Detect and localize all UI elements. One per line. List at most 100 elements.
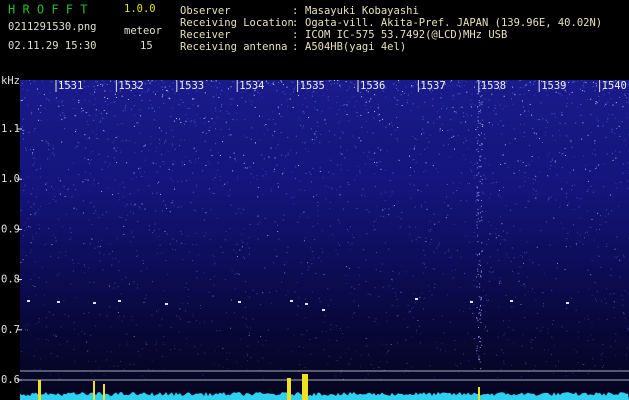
noise-dot [602, 89, 604, 91]
noise-dot [258, 187, 260, 189]
noise-dot [405, 271, 407, 273]
noise-dot [24, 97, 26, 99]
noise-dot [304, 142, 306, 144]
noise-dot [443, 144, 445, 146]
noise-dot [196, 320, 197, 321]
noise-dot [524, 181, 526, 183]
noise-dot [341, 369, 343, 371]
noise-dot [324, 315, 326, 316]
noise-dot [222, 347, 224, 349]
noise-dot [533, 368, 535, 370]
noise-dot [535, 299, 537, 301]
noise-dot [150, 136, 152, 138]
noise-dot [467, 182, 469, 184]
noise-dot [619, 80, 621, 81]
noise-dot [317, 202, 319, 203]
noise-dot [213, 95, 215, 97]
noise-dot [161, 80, 163, 82]
noise-dot [444, 82, 446, 84]
noise-dot [458, 80, 460, 82]
noise-dot [307, 269, 309, 271]
noise-dot [313, 257, 315, 259]
noise-dot [295, 166, 297, 168]
noise-dot [558, 80, 560, 81]
noise-dot [621, 81, 623, 83]
noise-dot [586, 231, 588, 233]
noise-dot [34, 350, 36, 352]
noise-dot [285, 261, 287, 263]
noise-dot [257, 341, 259, 343]
noise-dot [152, 162, 154, 164]
noise-dot [559, 206, 561, 208]
noise-dot [93, 212, 95, 214]
noise-dot [193, 316, 195, 318]
noise-dot [67, 188, 69, 190]
noise-dot [195, 185, 197, 187]
noise-dot [450, 256, 452, 258]
noise-dot [136, 283, 138, 285]
noise-dot [287, 328, 289, 330]
noise-dot [415, 226, 417, 228]
noise-dot [44, 140, 46, 142]
noise-dot [133, 125, 135, 127]
noise-dot [479, 90, 481, 92]
noise-dot [431, 105, 433, 107]
noise-dot [573, 349, 575, 351]
spike [38, 380, 41, 400]
noise-dot [88, 267, 90, 269]
noise-dot [203, 219, 205, 221]
noise-dot [391, 304, 393, 306]
noise-dot [27, 176, 29, 178]
noise-dot [257, 80, 259, 82]
noise-dot [125, 139, 127, 141]
noise-dot [192, 313, 194, 315]
noise-dot [384, 200, 386, 202]
noise-dot [61, 80, 63, 82]
noise-dot [478, 102, 480, 104]
noise-dot [41, 140, 43, 142]
noise-dot [547, 200, 549, 202]
noise-dot [317, 223, 319, 225]
noise-dot [622, 163, 624, 165]
noise-dot [169, 98, 171, 100]
noise-dot [106, 227, 108, 229]
meteor-echo [290, 300, 293, 302]
noise-dot [432, 98, 434, 100]
noise-dot [55, 334, 57, 336]
noise-dot [572, 372, 574, 374]
noise-dot [145, 157, 147, 159]
noise-dot [143, 263, 144, 264]
noise-dot [340, 164, 342, 166]
noise-dot [400, 291, 402, 293]
noise-dot [190, 161, 192, 163]
noise-dot [430, 92, 432, 94]
noise-dot [45, 183, 47, 185]
noise-dot [614, 256, 616, 258]
noise-dot [242, 209, 244, 210]
noise-dot [89, 93, 91, 95]
noise-dot [272, 262, 274, 264]
noise-dot [328, 141, 330, 143]
meteor-echo [118, 300, 121, 302]
noise-dot [481, 101, 483, 103]
noise-dot [257, 196, 259, 198]
noise-dot [230, 86, 232, 88]
noise-dot [116, 238, 118, 240]
noise-dot [318, 257, 320, 259]
noise-dot [434, 223, 436, 225]
noise-dot [479, 160, 481, 162]
noise-dot [459, 107, 461, 109]
noise-dot [359, 274, 361, 276]
noise-dot [22, 118, 24, 120]
noise-dot [114, 282, 116, 284]
noise-dot [97, 241, 99, 242]
noise-dot [246, 353, 248, 355]
noise-dot [109, 253, 110, 255]
noise-dot [425, 267, 427, 269]
noise-dot [208, 121, 210, 123]
noise-dot [119, 183, 121, 185]
noise-dot [353, 300, 355, 302]
noise-dot [114, 179, 116, 181]
noise-dot [245, 101, 247, 103]
noise-dot [197, 105, 199, 107]
